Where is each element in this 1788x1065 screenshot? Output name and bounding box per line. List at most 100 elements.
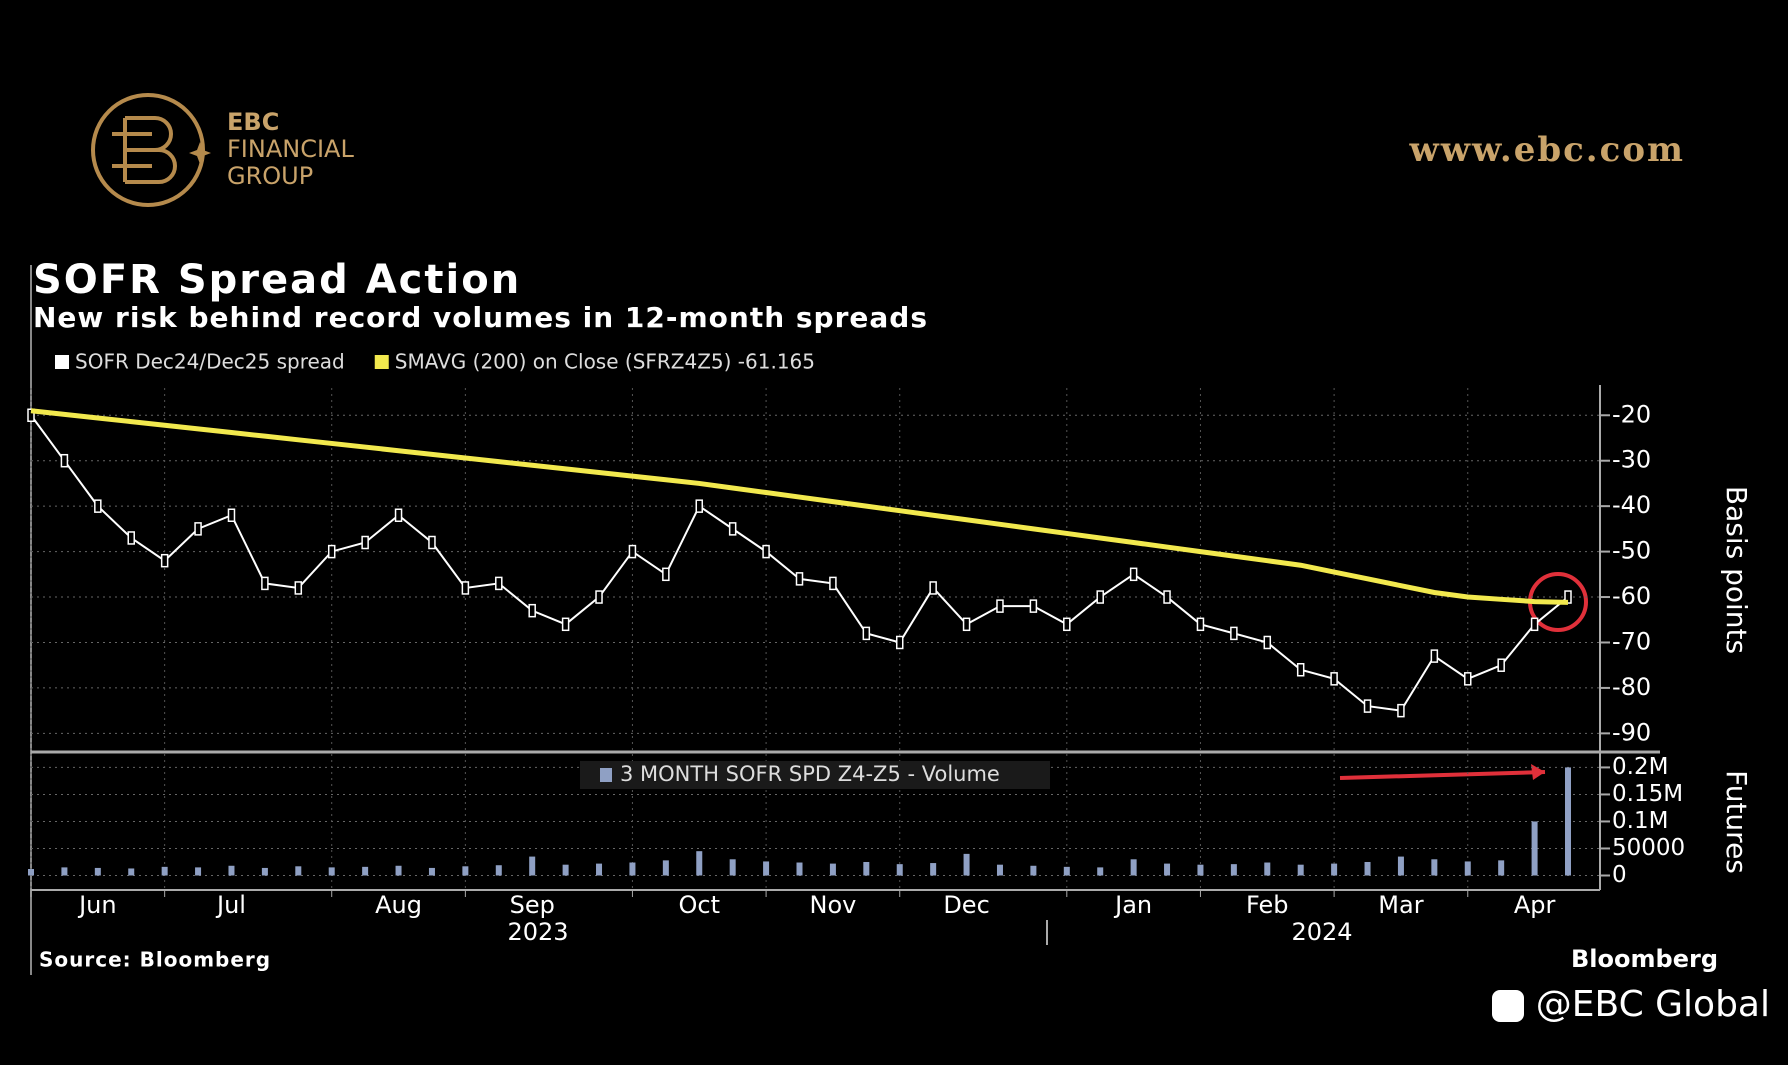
x-tick-label: Apr	[1514, 891, 1556, 919]
point	[60, 453, 69, 468]
point	[895, 635, 904, 650]
legend-label: SOFR Dec24/Dec25 spread	[75, 350, 345, 374]
bar	[1565, 767, 1571, 876]
point	[495, 576, 503, 591]
bar	[495, 865, 502, 876]
bar	[896, 864, 903, 876]
y-axis-label: Futures	[1720, 770, 1753, 874]
point	[996, 599, 1004, 613]
point	[160, 553, 169, 568]
point	[561, 617, 570, 632]
series-line	[30, 408, 1569, 605]
x-tick-label: Jul	[215, 891, 246, 919]
point	[829, 576, 837, 591]
point	[194, 522, 202, 536]
point	[1397, 703, 1405, 718]
legend-swatch	[374, 355, 389, 369]
legend-swatch	[55, 355, 69, 369]
point	[728, 522, 737, 536]
bar	[61, 867, 68, 876]
bar	[863, 861, 870, 876]
point	[962, 617, 971, 632]
point	[127, 531, 135, 545]
y-tick-label: -90	[1612, 718, 1651, 746]
y-tick-label: -80	[1612, 673, 1651, 701]
brand-text: FINANCIAL	[227, 135, 354, 163]
point	[94, 499, 102, 513]
x-tick-label: Mar	[1378, 891, 1423, 919]
bar	[529, 856, 536, 876]
bar	[930, 863, 937, 876]
bar	[1464, 861, 1471, 876]
point	[361, 535, 369, 550]
point	[461, 581, 470, 595]
bar	[1130, 859, 1137, 876]
y-tick-label: -20	[1612, 400, 1651, 428]
bar	[562, 864, 569, 876]
bar	[1164, 863, 1171, 876]
point	[261, 576, 269, 591]
bar	[328, 867, 335, 876]
legend-swatch	[600, 768, 612, 782]
bar	[763, 861, 770, 876]
x-tick-label: Aug	[375, 891, 422, 919]
y-tick-label: -60	[1612, 582, 1651, 610]
point	[1063, 617, 1071, 632]
point	[1330, 672, 1338, 686]
point	[1230, 626, 1238, 641]
bar	[996, 864, 1003, 876]
bar	[1364, 861, 1371, 876]
bar	[94, 867, 101, 876]
point	[1530, 617, 1539, 632]
y-tick-label: 0.1M	[1612, 808, 1668, 834]
bar	[1397, 856, 1404, 876]
legend-label: 3 MONTH SOFR SPD Z4-Z5 - Volume	[620, 762, 1000, 786]
point	[1196, 617, 1205, 632]
bar	[395, 865, 402, 876]
bar	[161, 866, 168, 876]
arrow-head	[1531, 764, 1545, 780]
bar	[1097, 867, 1104, 876]
arrow	[1339, 770, 1546, 780]
point	[595, 590, 603, 604]
x-tick-label: Oct	[679, 891, 721, 919]
point	[294, 581, 303, 595]
bar	[662, 860, 669, 876]
bar	[462, 866, 469, 876]
point	[27, 408, 35, 423]
point	[428, 535, 436, 550]
y-tick-label: 0.2M	[1612, 754, 1668, 780]
x-tick-label: Jan	[1113, 891, 1152, 919]
x-tick-label: Dec	[943, 891, 989, 919]
legend-label: SMAVG (200) on Close (SFRZ4Z5) -61.165	[395, 350, 815, 374]
point	[1163, 590, 1171, 604]
bar	[1531, 821, 1538, 876]
bar	[829, 863, 836, 876]
bar	[1431, 859, 1438, 876]
x-tick-label: Sep	[510, 891, 555, 919]
point	[862, 626, 871, 641]
point	[695, 499, 704, 513]
bar	[1264, 862, 1271, 876]
series-line	[30, 414, 1569, 712]
point	[762, 544, 770, 559]
point	[1497, 658, 1505, 672]
website: www.ebc.com	[1408, 130, 1685, 170]
bar	[362, 866, 369, 876]
social-icon	[1492, 990, 1524, 1022]
bar	[696, 851, 703, 876]
bar	[295, 866, 302, 876]
bar	[729, 859, 736, 876]
bar	[963, 853, 970, 876]
chart-subtitle: New risk behind record volumes in 12-mon…	[33, 301, 928, 334]
bar	[1331, 863, 1338, 876]
source: Source: Bloomberg	[39, 948, 271, 972]
x-tick-label: Nov	[809, 891, 856, 919]
y-tick-label: 0.15M	[1612, 781, 1683, 807]
y-tick-label: -40	[1612, 491, 1651, 519]
legend-bg	[580, 761, 1050, 789]
bar	[1230, 864, 1237, 876]
point	[227, 508, 236, 522]
